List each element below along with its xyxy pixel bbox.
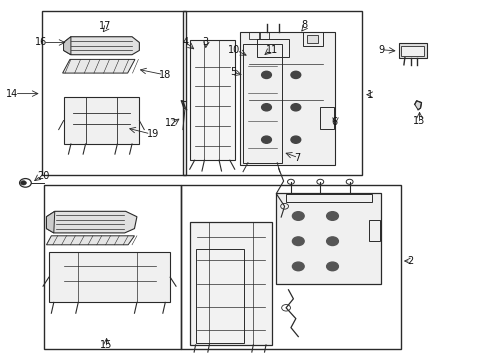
Bar [189,40,234,160]
Circle shape [326,237,338,246]
Polygon shape [63,37,71,55]
Text: 13: 13 [412,116,425,126]
Polygon shape [46,236,134,245]
Circle shape [261,104,271,111]
Bar [239,32,334,165]
Text: 12: 12 [164,118,177,128]
Text: 7: 7 [294,153,300,163]
Circle shape [290,71,300,78]
Bar [63,97,139,144]
Bar [49,252,170,302]
Bar [181,185,400,349]
Circle shape [292,262,304,271]
Bar [256,39,288,57]
Bar [320,107,333,129]
Circle shape [261,136,271,143]
Bar [285,194,371,202]
Bar [183,11,361,175]
Circle shape [326,262,338,271]
Polygon shape [46,211,55,233]
Circle shape [292,237,304,246]
Bar [41,11,185,175]
Text: 14: 14 [6,89,19,99]
Circle shape [261,71,271,78]
Text: 3: 3 [202,37,208,47]
Bar [243,44,282,163]
Text: 4: 4 [182,37,188,47]
Bar [249,32,259,39]
Bar [189,222,271,345]
Text: 9: 9 [378,45,384,55]
Circle shape [326,212,338,220]
Text: 1: 1 [366,90,372,100]
Bar [306,35,317,43]
Text: 8: 8 [301,20,306,30]
Bar [303,32,322,46]
Bar [260,32,268,39]
Polygon shape [46,211,137,233]
Polygon shape [414,101,421,110]
Text: 17: 17 [99,21,112,31]
Text: 2: 2 [406,256,412,266]
Text: 10: 10 [228,45,240,55]
Bar [400,46,423,56]
Polygon shape [63,37,139,55]
Text: 20: 20 [37,171,49,181]
Text: 15: 15 [100,340,113,350]
Circle shape [20,181,26,185]
Bar [276,193,381,284]
Bar [368,220,380,241]
Text: 6: 6 [331,117,337,127]
Circle shape [290,104,300,111]
Bar [44,185,181,349]
Text: 16: 16 [35,37,47,48]
Bar [195,249,244,343]
Text: 5: 5 [230,67,236,77]
Circle shape [290,136,300,143]
Text: 19: 19 [146,129,159,139]
Polygon shape [62,59,135,73]
Bar [398,43,426,58]
Text: 18: 18 [159,69,171,80]
Text: 11: 11 [265,45,278,55]
Circle shape [292,212,304,220]
